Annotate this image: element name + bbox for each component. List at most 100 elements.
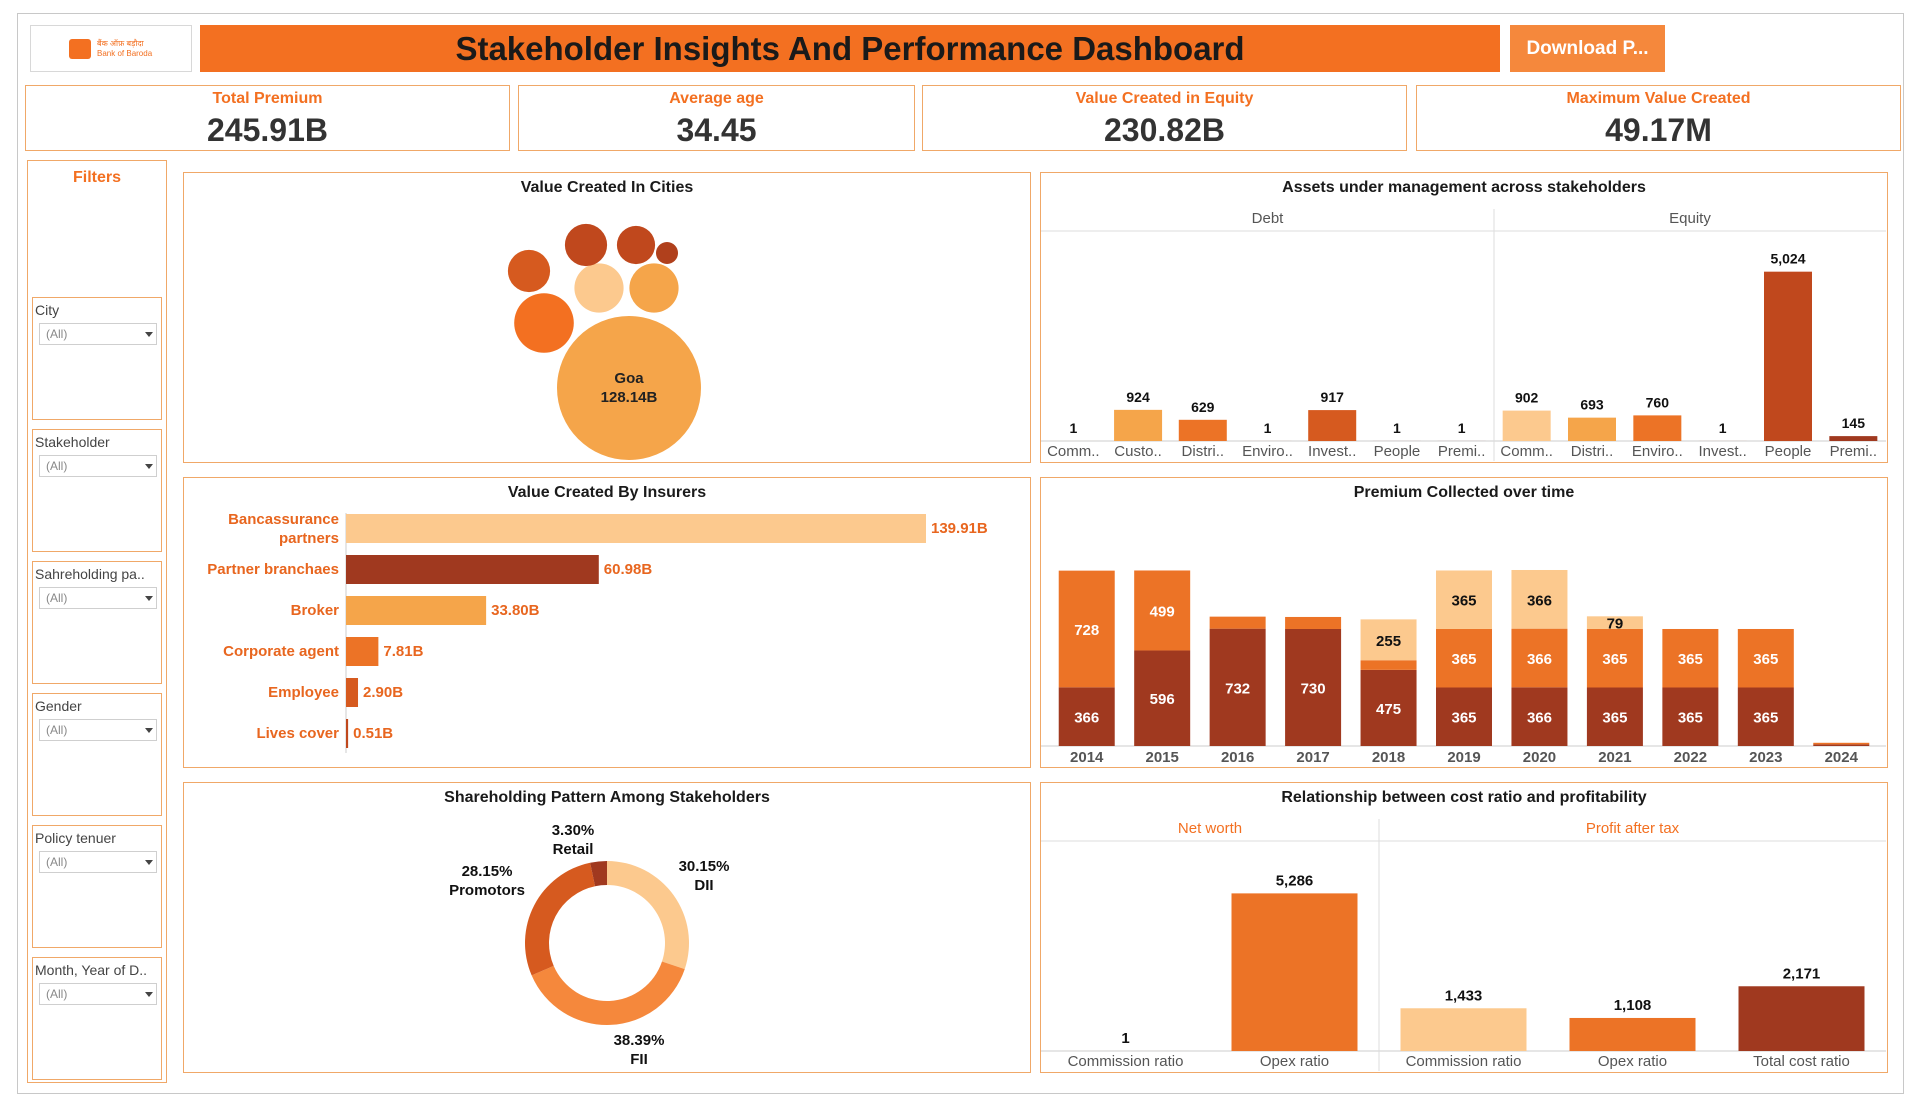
city-bubble (574, 263, 624, 313)
bar-segment (1586, 616, 1643, 629)
chart-title: Premium Collected over time (1353, 484, 1575, 501)
bar-segment (1134, 650, 1191, 746)
filter-dropdown[interactable]: (All) (39, 455, 157, 477)
bar-segment (1209, 628, 1266, 746)
bar-segment (1058, 570, 1115, 688)
bar (346, 555, 599, 584)
logo-text-english: Bank of Baroda (97, 48, 153, 58)
filter-shareholding: Sahreholding pa.. (All) (32, 561, 162, 684)
city-bubble (557, 316, 701, 460)
bar-segment-label: 365 (1753, 651, 1778, 668)
slice-name-label: DII (694, 877, 713, 894)
bar-segment (1436, 628, 1492, 688)
bar-value-label: 1 (1121, 1030, 1129, 1047)
kpi-label: Value Created in Equity (1075, 90, 1254, 107)
bar-value-label: 60.98B (604, 561, 653, 578)
category-label: 2020 (1523, 749, 1556, 766)
filter-value: (All) (46, 855, 68, 869)
facet-header: Debt (1252, 210, 1285, 227)
download-button[interactable]: Download P... (1510, 25, 1665, 72)
filter-month-year: Month, Year of D.. (All) (32, 957, 162, 1080)
chevron-down-icon[interactable] (145, 992, 153, 997)
filter-dropdown[interactable]: (All) (39, 587, 157, 609)
bar (346, 719, 349, 748)
bar-segment (1058, 687, 1115, 746)
bar-chart-insurers: 139.91B Bancassurance partners 60.98B Partne… (207, 511, 988, 753)
filter-label: Stakeholder (35, 434, 110, 450)
category-label: Opex ratio (1260, 1053, 1329, 1070)
filter-gender: Gender (All) (32, 693, 162, 816)
filter-dropdown[interactable]: (All) (39, 851, 157, 873)
filter-label: Month, Year of D.. (35, 962, 148, 978)
city-bubble-value: 128.14B (601, 389, 658, 406)
bar-value-label: 924 (1126, 389, 1150, 405)
kpi-label: Maximum Value Created (1566, 90, 1751, 107)
filter-value: (All) (46, 591, 68, 605)
bar-segment (1511, 569, 1568, 629)
bar-value-label: 2.90B (363, 684, 403, 701)
filter-policy-tenure: Policy tenuer (All) (32, 825, 162, 948)
chevron-down-icon[interactable] (145, 464, 153, 469)
bubble-chart-cities: Goa 128.14B (507, 223, 701, 460)
bar-value-label: 2,171 (1783, 965, 1821, 982)
bar-segment-label: 365 (1451, 593, 1476, 610)
panel-value-cities: Value Created In Cities Goa 128.14B (183, 172, 1031, 463)
bar-segment (1360, 660, 1417, 670)
bar (1178, 419, 1227, 441)
bar (346, 514, 926, 543)
bar-segment-label: 499 (1150, 603, 1175, 620)
slice-percent-label: 38.39% (614, 1032, 665, 1049)
category-label: Partner branchaes (207, 561, 339, 578)
filter-dropdown[interactable]: (All) (39, 323, 157, 345)
category-label: 2016 (1221, 749, 1254, 766)
bar-segment (1813, 742, 1870, 745)
chevron-down-icon[interactable] (145, 332, 153, 337)
category-label: Premi.. (1830, 443, 1878, 460)
chevron-down-icon[interactable] (145, 860, 153, 865)
bar-value-label: 902 (1515, 390, 1539, 406)
city-bubble-label: Goa (614, 370, 644, 387)
bar-segment (1436, 687, 1492, 746)
bar-segment (1360, 619, 1417, 661)
category-label: Total cost ratio (1753, 1053, 1850, 1070)
bar-value-label: 7.81B (383, 643, 423, 660)
category-label: Commission ratio (1068, 1053, 1184, 1070)
bar-segment-label: 365 (1451, 651, 1476, 668)
bar-segment-label: 365 (1678, 710, 1703, 727)
slice-name-label: Retail (553, 841, 594, 858)
kpi-average-age: Average age 34.45 (518, 85, 915, 151)
filter-value: (All) (46, 723, 68, 737)
slice-name-label: FII (630, 1051, 648, 1068)
dashboard-title: Stakeholder Insights And Performance Das… (200, 25, 1500, 72)
category-label: Enviro.. (1632, 443, 1683, 460)
filter-dropdown[interactable]: (All) (39, 983, 157, 1005)
category-label: Commission ratio (1406, 1053, 1522, 1070)
category-label: Enviro.. (1242, 443, 1293, 460)
bar-value-label: 33.80B (491, 602, 540, 619)
bar-segment (1586, 687, 1643, 746)
category-label: 2022 (1674, 749, 1707, 766)
bar (1308, 410, 1357, 441)
bank-logo: बैंक ऑफ़ बड़ौदा Bank of Baroda (30, 25, 192, 72)
category-label: People (1765, 443, 1812, 460)
bar-value-label: 1 (1264, 420, 1272, 436)
donut-slice (525, 862, 596, 976)
bar-segment-label: 365 (1451, 710, 1476, 727)
bar-segment-label: 366 (1527, 710, 1552, 727)
chevron-down-icon[interactable] (145, 728, 153, 733)
bar-segment-label: 365 (1753, 710, 1778, 727)
facet-header: Profit after tax (1586, 820, 1680, 837)
slice-percent-label: 3.30% (552, 822, 595, 839)
bar-chart-cost-ratio: Net worth 1 Commission ratio 5,286 Opex rati… (1041, 819, 1886, 1071)
filter-dropdown[interactable]: (All) (39, 719, 157, 741)
category-label: Comm.. (1047, 443, 1100, 460)
chevron-down-icon[interactable] (145, 596, 153, 601)
filter-value: (All) (46, 459, 68, 473)
kpi-value-created-equity: Value Created in Equity 230.82B (922, 85, 1407, 151)
bar-segment-label: 732 (1225, 680, 1250, 697)
category-label: People (1374, 443, 1421, 460)
filter-label: Sahreholding pa.. (35, 566, 145, 582)
donut-slice (531, 961, 685, 1025)
filters-panel: Filters City (All) Stakeholder (All) Sah… (27, 160, 167, 1083)
category-label: 2018 (1372, 749, 1405, 766)
